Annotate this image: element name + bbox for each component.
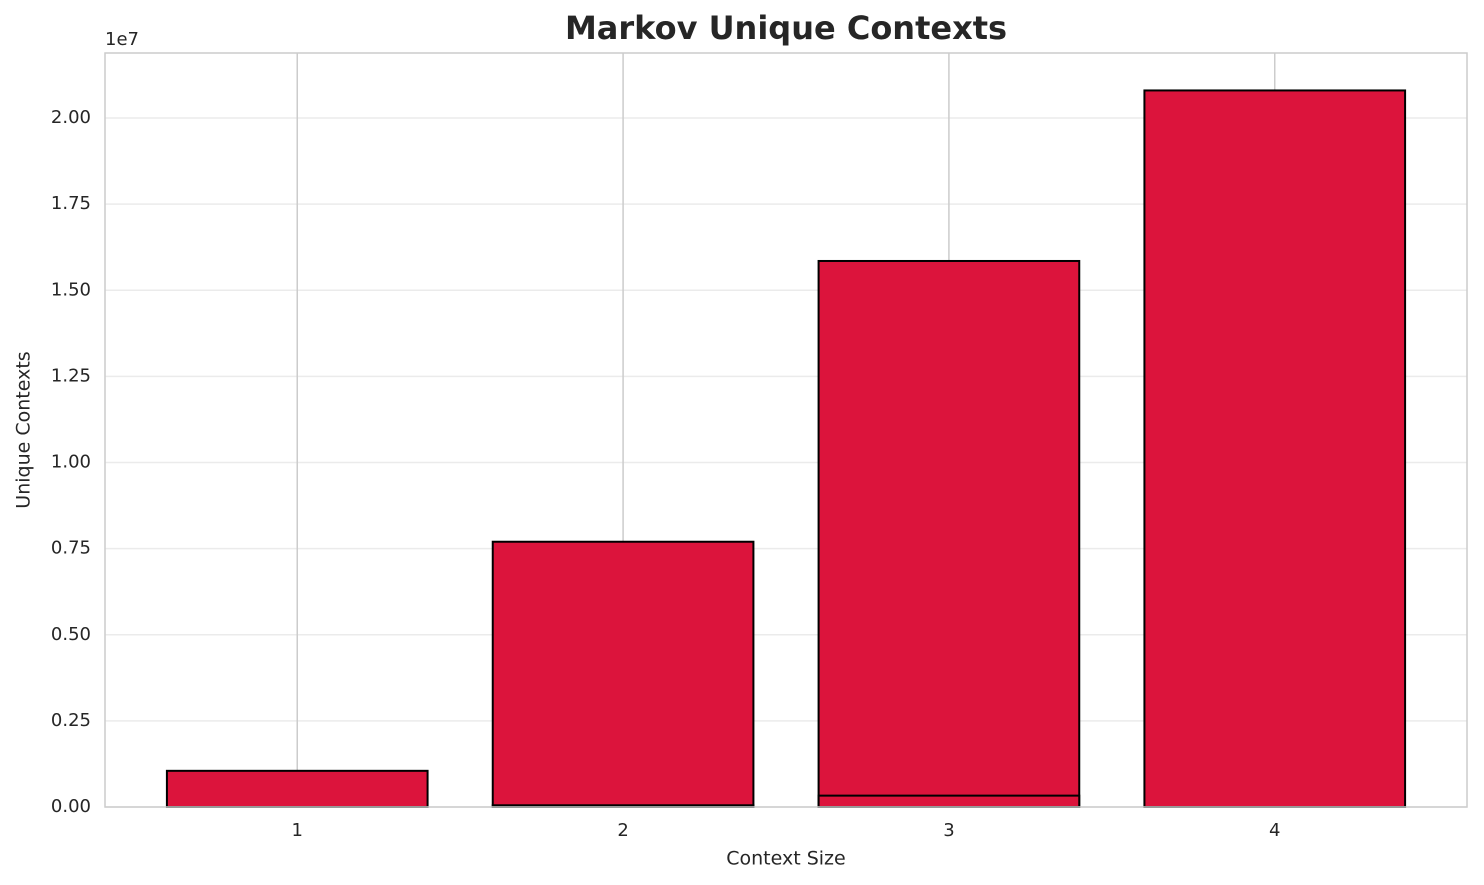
y-tick-label: 2.00	[51, 107, 91, 128]
bar	[491, 540, 755, 808]
x-tick-label: 3	[943, 820, 954, 841]
y-tick-label: 1.00	[51, 452, 91, 473]
y-tick-label: 1.75	[51, 193, 91, 214]
y-tick-label: 0.75	[51, 538, 91, 559]
x-tick-label: 2	[617, 820, 628, 841]
y-tick-label: 1.25	[51, 365, 91, 386]
y-tick-label: 0.00	[51, 796, 91, 817]
bar	[817, 259, 1081, 809]
bar	[1143, 89, 1407, 809]
y-tick-label: 0.25	[51, 710, 91, 731]
x-tick-label: 1	[292, 820, 303, 841]
y-offset-label: 1e7	[105, 29, 139, 50]
y-axis-label: Unique Contexts	[13, 351, 35, 508]
y-tick-label: 1.50	[51, 279, 91, 300]
y-tick-label: 0.50	[51, 624, 91, 645]
bar	[165, 769, 429, 808]
bar	[817, 794, 1081, 808]
chart-title: Markov Unique Contexts	[565, 9, 1007, 47]
x-tick-label: 4	[1269, 820, 1280, 841]
x-axis-label: Context Size	[726, 848, 845, 870]
plot-frame	[104, 52, 1468, 808]
